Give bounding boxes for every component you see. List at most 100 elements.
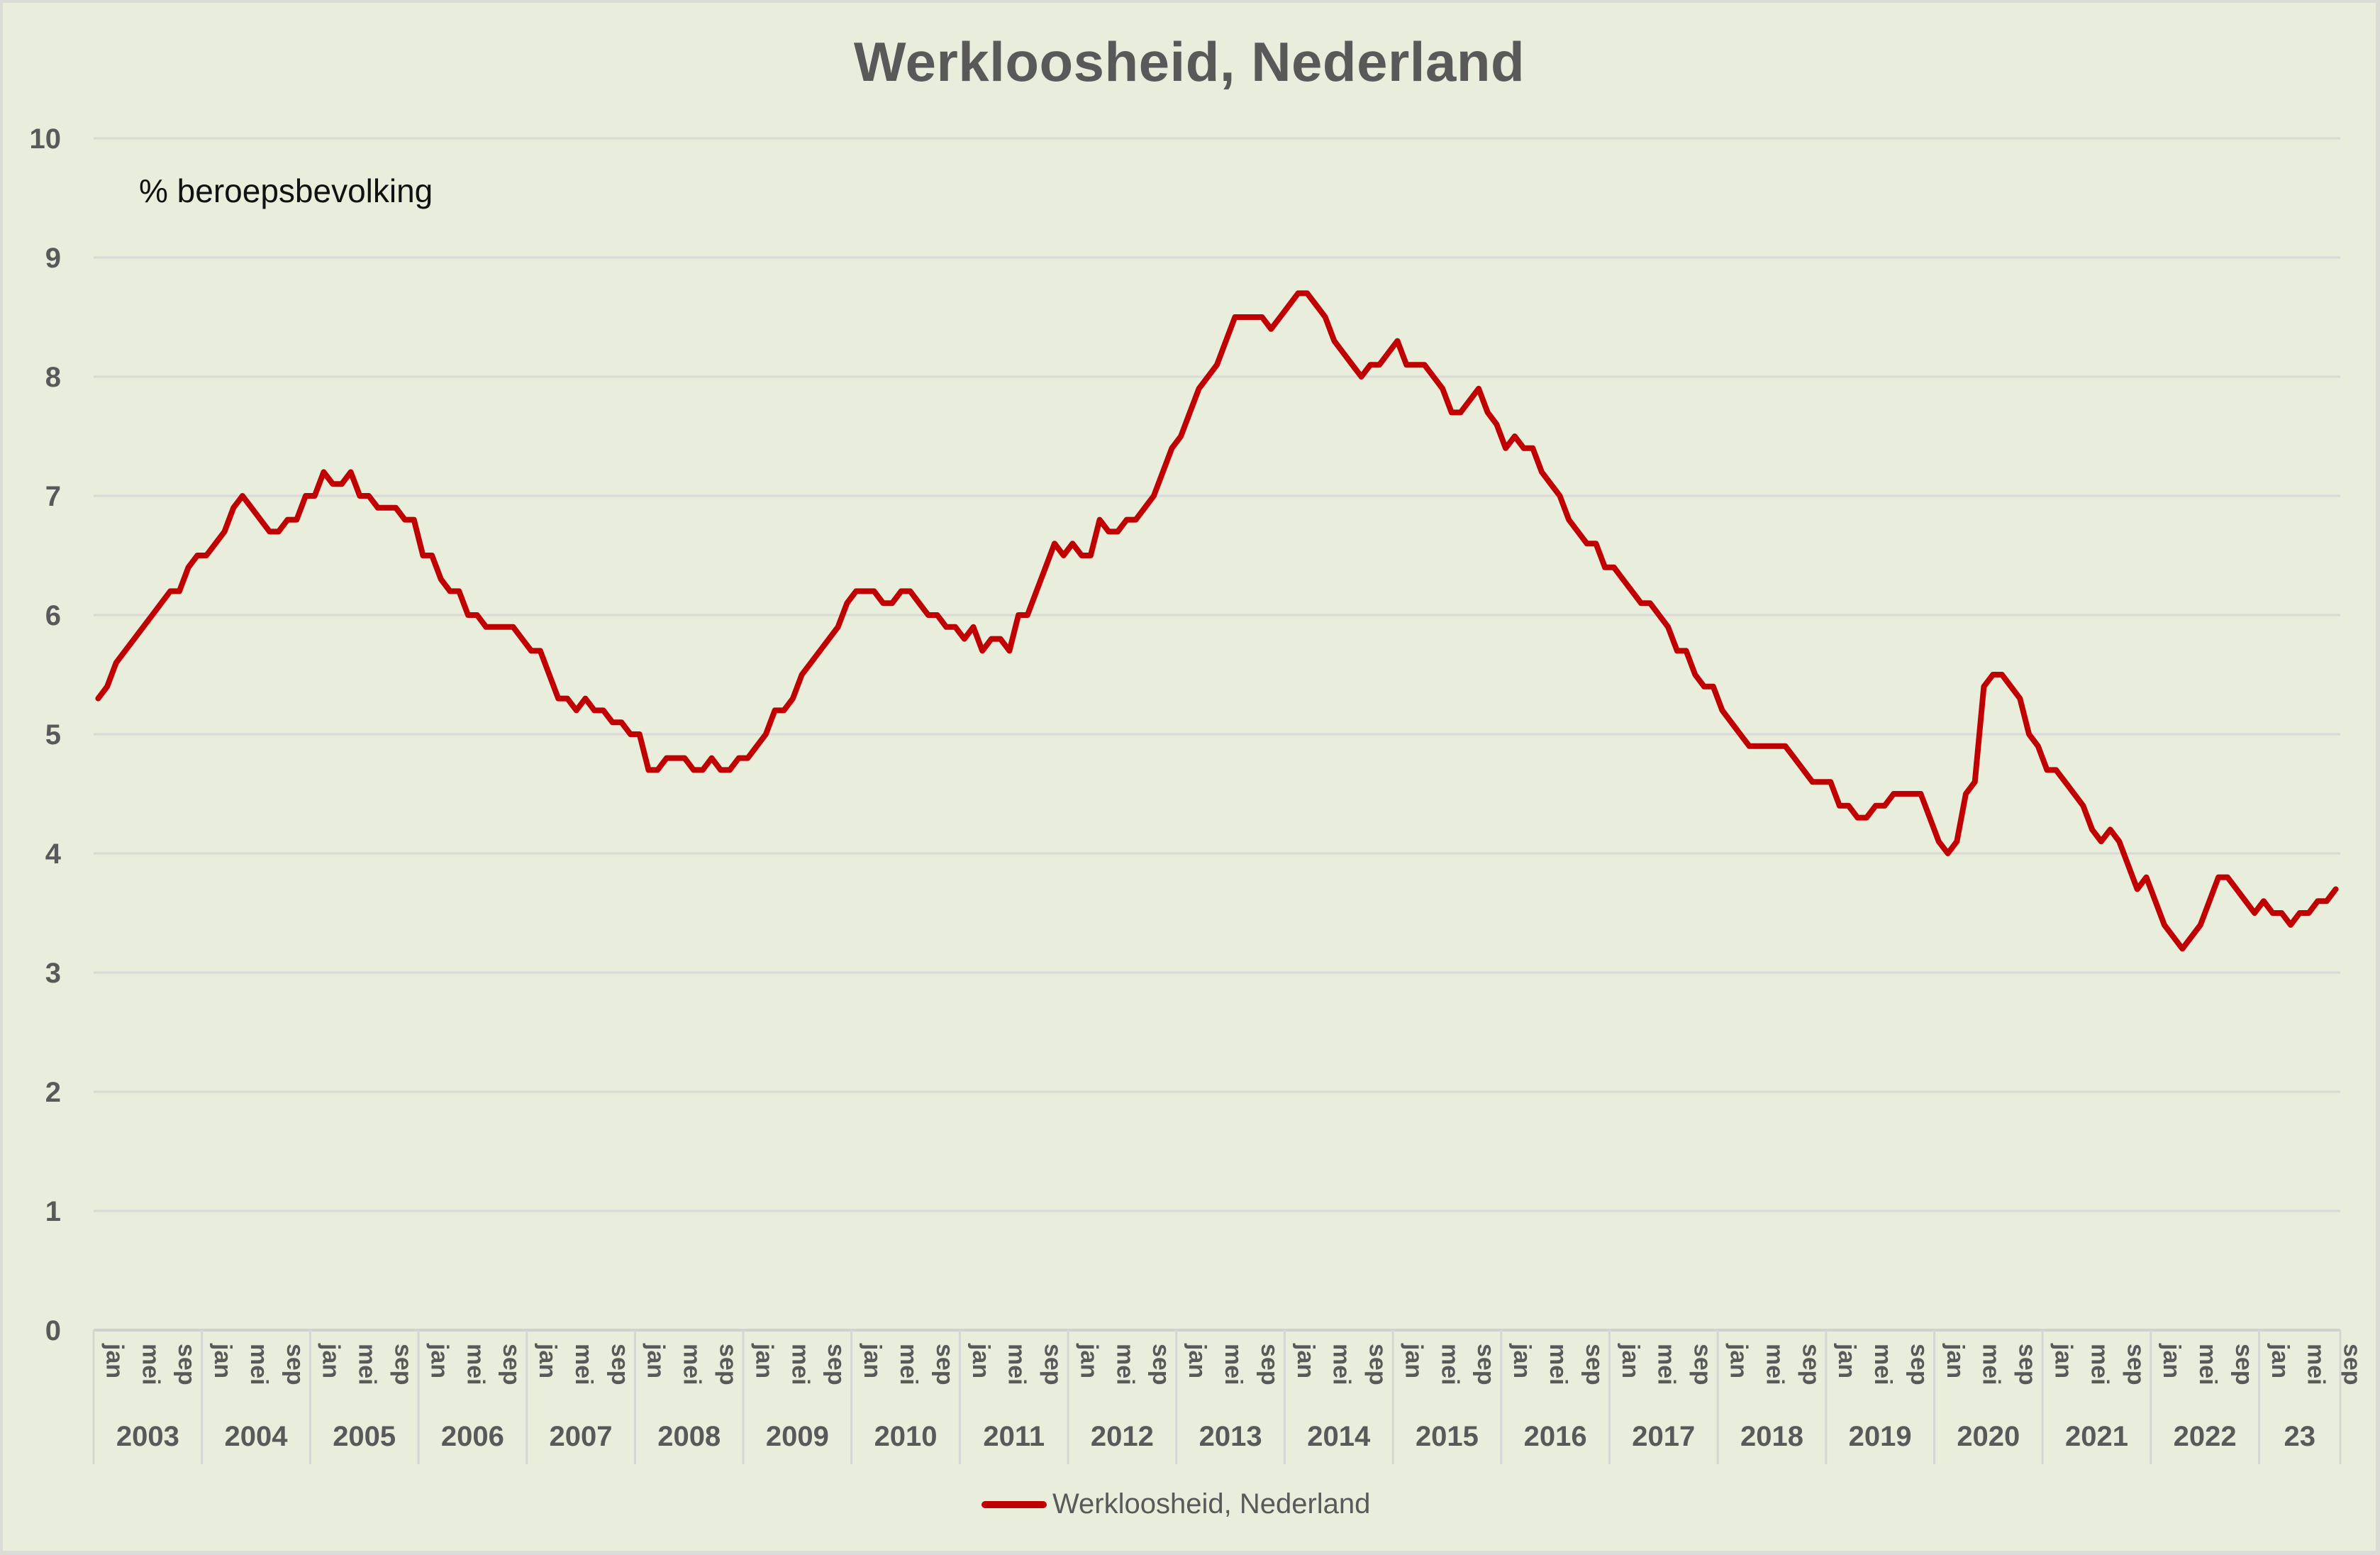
series-line-werkloosheid xyxy=(95,290,2339,952)
x-year-label: 2018 xyxy=(1740,1421,1803,1452)
legend: Werkloosheid, Nederland xyxy=(982,1488,1370,1520)
legend-label: Werkloosheid, Nederland xyxy=(1052,1488,1371,1520)
y-tick-label: 6 xyxy=(45,600,61,631)
x-month-label: sep xyxy=(1797,1344,1824,1385)
x-month-label: jan xyxy=(426,1343,452,1378)
y-axis-ticks: 0 1 2 3 4 5 6 7 8 9 10 xyxy=(30,123,62,1346)
x-year-label: 2004 xyxy=(225,1421,289,1452)
x-month-label: mei xyxy=(2086,1344,2113,1385)
x-month-label: mei xyxy=(1653,1344,1680,1385)
x-month-label: jan xyxy=(1184,1343,1211,1378)
x-month-label: jan xyxy=(967,1343,994,1378)
x-month-label: mei xyxy=(786,1344,813,1385)
x-month-label: mei xyxy=(1545,1344,1572,1385)
x-year-label: 2009 xyxy=(766,1421,829,1452)
legend-swatch xyxy=(982,1500,1047,1508)
x-year-label: 2010 xyxy=(874,1421,938,1452)
x-month-label: mei xyxy=(1978,1344,2005,1385)
x-month-label: jan xyxy=(643,1343,669,1378)
x-year-label: 2012 xyxy=(1091,1421,1154,1452)
x-month-label: mei xyxy=(1111,1344,1138,1385)
x-month-label: mei xyxy=(2194,1344,2221,1385)
x-year-label: 2019 xyxy=(1849,1421,1912,1452)
x-month-label: mei xyxy=(137,1344,164,1385)
x-month-label: jan xyxy=(1833,1343,1860,1378)
x-month-label: jan xyxy=(859,1343,886,1378)
x-year-label: 2022 xyxy=(2174,1421,2237,1452)
x-month-label: jan xyxy=(1942,1343,1969,1378)
x-month-label: sep xyxy=(2122,1344,2149,1385)
x-month-label: mei xyxy=(1220,1344,1247,1385)
x-month-label: sep xyxy=(931,1344,958,1385)
x-year-label: 2011 xyxy=(983,1421,1045,1452)
y-tick-label: 9 xyxy=(45,243,61,274)
x-month-label: sep xyxy=(715,1344,742,1385)
x-month-label: mei xyxy=(895,1344,922,1385)
y-tick-label: 4 xyxy=(45,839,62,870)
x-year-label: 2008 xyxy=(657,1421,721,1452)
y-tick-label: 8 xyxy=(45,362,61,393)
x-month-label: sep xyxy=(389,1344,416,1385)
y-tick-label: 10 xyxy=(30,123,62,155)
x-month-label: sep xyxy=(1689,1344,1716,1385)
x-month-label: sep xyxy=(1472,1344,1499,1385)
x-month-label: mei xyxy=(1003,1344,1030,1385)
x-month-label: sep xyxy=(498,1344,525,1385)
x-month-label: mei xyxy=(1761,1344,1788,1385)
x-year-label: 2017 xyxy=(1632,1421,1695,1452)
x-month-label: sep xyxy=(2339,1344,2366,1385)
x-year-label: 2016 xyxy=(1524,1421,1587,1452)
x-month-label: mei xyxy=(354,1344,381,1385)
x-month-label: jan xyxy=(1725,1343,1752,1378)
y-tick-label: 7 xyxy=(45,481,61,512)
unit-annotation: % beroepsbevolking xyxy=(139,172,433,209)
x-month-label: sep xyxy=(173,1344,200,1385)
x-year-label: 2014 xyxy=(1307,1421,1371,1452)
x-year-label: 2007 xyxy=(550,1421,613,1452)
y-tick-label: 1 xyxy=(45,1196,61,1227)
x-month-label: mei xyxy=(462,1344,489,1385)
x-month-label: jan xyxy=(101,1343,128,1378)
x-month-label: sep xyxy=(1040,1344,1067,1385)
x-month-label: mei xyxy=(570,1344,597,1385)
x-month-label: jan xyxy=(1400,1343,1427,1378)
x-month-label: jan xyxy=(1075,1343,1102,1378)
x-month-label: sep xyxy=(2230,1344,2257,1385)
x-month-label: jan xyxy=(2267,1343,2293,1378)
x-month-label: mei xyxy=(2303,1344,2330,1385)
chart-title: Werkloosheid, Nederland xyxy=(853,31,1525,93)
x-month-label: mei xyxy=(679,1344,706,1385)
x-year-label: 2005 xyxy=(333,1421,396,1452)
x-month-label: jan xyxy=(750,1343,777,1378)
x-month-label: sep xyxy=(1364,1344,1391,1385)
y-tick-label: 0 xyxy=(45,1315,61,1346)
x-year-label: 23 xyxy=(2284,1421,2315,1452)
x-month-label: sep xyxy=(1147,1344,1174,1385)
x-month-label: jan xyxy=(2050,1343,2077,1378)
y-tick-label: 5 xyxy=(45,719,61,751)
x-month-label: jan xyxy=(318,1343,345,1378)
gridlines xyxy=(94,137,2340,1332)
chart-area: Werkloosheid, Nederland % beroepsbevolki… xyxy=(3,3,2376,1551)
x-month-label: sep xyxy=(1581,1344,1608,1385)
x-year-label: 2021 xyxy=(2065,1421,2128,1452)
x-month-label: sep xyxy=(1256,1344,1283,1385)
x-month-label: jan xyxy=(1617,1343,1644,1378)
x-year-label: 2006 xyxy=(441,1421,504,1452)
x-month-label: sep xyxy=(282,1344,308,1385)
x-month-label: mei xyxy=(1436,1344,1463,1385)
x-month-label: mei xyxy=(245,1344,272,1385)
x-month-label: sep xyxy=(823,1344,850,1385)
x-month-label: jan xyxy=(2158,1343,2185,1378)
x-month-label: jan xyxy=(1508,1343,1535,1378)
x-year-label: 2013 xyxy=(1199,1421,1262,1452)
y-tick-label: 2 xyxy=(45,1077,61,1108)
x-month-label: jan xyxy=(534,1343,561,1378)
x-month-label: mei xyxy=(1328,1344,1355,1385)
x-month-label: sep xyxy=(1906,1344,1933,1385)
x-month-label: sep xyxy=(606,1344,633,1385)
x-month-label: mei xyxy=(1869,1344,1896,1385)
x-year-label: 2015 xyxy=(1416,1421,1479,1452)
y-tick-label: 3 xyxy=(45,958,61,989)
